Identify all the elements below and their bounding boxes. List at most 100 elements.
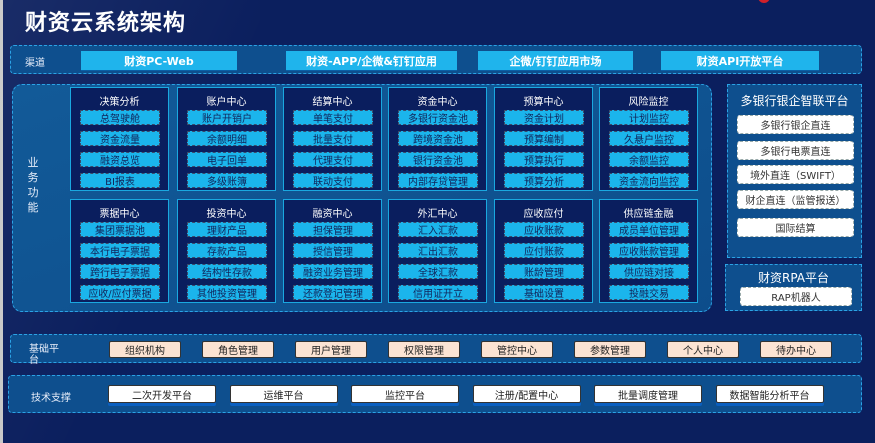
module-item[interactable]: 应收账款管理 <box>609 243 689 258</box>
tech-support-item[interactable]: 二次开发平台 <box>108 385 216 403</box>
base-platform-item[interactable]: 待办中心 <box>760 341 832 358</box>
module-title: 结算中心 <box>312 97 353 108</box>
module-title: 预算中心 <box>523 97 564 108</box>
channel-pc-web[interactable]: 财资PC-Web <box>81 51 237 70</box>
module-item[interactable]: 资金计划 <box>504 110 584 125</box>
module-card: 账户中心账户开销户余额明细电子回单多级账簿 <box>177 87 276 191</box>
module-card: 风险监控计划监控久悬户监控余额监控资金流向监控 <box>599 87 698 191</box>
module-item[interactable]: 汇入汇款 <box>398 222 478 237</box>
module-item[interactable]: 联动支付 <box>293 173 373 188</box>
module-item[interactable]: 本行电子票据 <box>80 243 160 258</box>
module-item[interactable]: 应收账款 <box>504 222 584 237</box>
module-card: 决策分析总驾驶舱资金流量融资总览 BI报表 <box>70 87 169 191</box>
bank-item[interactable]: 国际结算 <box>737 218 854 237</box>
business-label: 业务功能 <box>27 156 39 214</box>
base-platform-item[interactable]: 角色管理 <box>202 341 274 358</box>
module-card: 应收应付应收账款应付账款账龄管理基础设置 <box>494 199 593 303</box>
module-title: 外汇中心 <box>417 209 458 220</box>
module-title: 风险监控 <box>628 97 669 108</box>
module-item[interactable]: 存款产品 <box>187 243 267 258</box>
module-item[interactable]: 信用证开立 <box>398 285 478 300</box>
module-card: 结算中心单笔支付批量支付代理支付联动支付 <box>283 87 382 191</box>
bank-item[interactable]: 境外直连（SWIFT） <box>737 165 854 184</box>
base-platform-band: 基础平台 组织机构 角色管理 用户管理 权限管理 管控中心 参数管理 个人中心 待办中心 <box>10 334 862 366</box>
base-platform-item[interactable]: 组织机构 <box>109 341 181 358</box>
module-item[interactable]: 银行资金池 <box>398 152 478 167</box>
base-platform-label: 基础平台 <box>29 344 59 366</box>
module-item[interactable]: 单笔支付 <box>293 110 373 125</box>
module-item[interactable]: 供应链对接 <box>609 264 689 279</box>
channel-label: 渠道 <box>25 58 45 69</box>
module-item[interactable]: 预算分析 <box>504 173 584 188</box>
channel-api[interactable]: 财资API开放平台 <box>661 51 819 70</box>
window-edge <box>0 0 3 443</box>
module-item[interactable]: 融资总览 <box>80 152 160 167</box>
module-item[interactable]: 资金流向监控 <box>609 173 689 188</box>
module-item[interactable]: 结构性存款 <box>187 264 267 279</box>
module-card: 票据中心集团票据池本行电子票据 跨行电子票据 应收/应付票据 <box>70 199 169 303</box>
module-item[interactable]: 还款登记管理 <box>293 285 373 300</box>
module-item[interactable]: 应收/应付票据 <box>80 285 160 300</box>
base-platform-item[interactable]: 个人中心 <box>667 341 739 358</box>
channel-app[interactable]: 财资-APP/企微&钉钉应用 <box>286 51 457 70</box>
module-item[interactable]: 总驾驶舱 <box>80 110 160 125</box>
bank-item[interactable]: 财企直连（监管报送） <box>737 190 854 209</box>
module-card: 投资中心 理财产品 存款产品 结构性存款 其他投资管理 <box>177 199 276 303</box>
module-item[interactable]: 计划监控 <box>609 110 689 125</box>
module-card: 融资中心担保管理授信管理融资业务管理 还款登记管理 <box>283 199 382 303</box>
tech-support-label: 技术支撑 <box>31 393 71 404</box>
module-item[interactable]: 成员单位管理 <box>609 222 689 237</box>
page-title: 财资云系统架构 <box>25 11 187 36</box>
module-title: 账户中心 <box>206 97 247 108</box>
module-item[interactable]: 余额明细 <box>187 131 267 146</box>
module-item[interactable]: 批量支付 <box>293 131 373 146</box>
module-item[interactable]: 应付账款 <box>504 243 584 258</box>
module-item[interactable]: 内部存贷管理 <box>398 173 478 188</box>
module-item[interactable]: 跨行电子票据 <box>80 264 160 279</box>
module-title: 资金中心 <box>417 97 458 108</box>
bank-item[interactable]: 多银行电票直连 <box>737 141 854 160</box>
module-item[interactable]: 担保管理 <box>293 222 373 237</box>
module-item[interactable]: 预算执行 <box>504 152 584 167</box>
module-item[interactable]: 预算编制 <box>504 131 584 146</box>
brand-logo <box>758 0 770 3</box>
module-item[interactable]: 集团票据池 <box>80 222 160 237</box>
module-item[interactable]: 代理支付 <box>293 152 373 167</box>
module-item[interactable]: 跨境资金池 <box>398 131 478 146</box>
tech-support-item[interactable]: 监控平台 <box>351 385 459 403</box>
module-title: 决策分析 <box>99 97 140 108</box>
tech-support-item[interactable]: 批量调度管理 <box>594 385 702 403</box>
module-item[interactable]: 全球汇款 <box>398 264 478 279</box>
module-item[interactable]: BI报表 <box>80 173 160 188</box>
module-title: 融资中心 <box>312 209 353 220</box>
tech-support-item[interactable]: 注册/配置中心 <box>472 385 581 403</box>
module-title: 票据中心 <box>99 209 140 220</box>
module-item[interactable]: 基础设置 <box>504 285 584 300</box>
module-item[interactable]: 理财产品 <box>187 222 267 237</box>
module-item[interactable]: 授信管理 <box>293 243 373 258</box>
module-item[interactable]: 久悬户监控 <box>609 131 689 146</box>
module-title: 应收应付 <box>523 209 564 220</box>
base-platform-item[interactable]: 参数管理 <box>574 341 646 358</box>
module-item[interactable]: 投融交易 <box>609 285 689 300</box>
module-item[interactable]: 资金流量 <box>80 131 160 146</box>
module-item[interactable]: 余额监控 <box>609 152 689 167</box>
bank-item[interactable]: 多银行银企直连 <box>737 115 854 134</box>
tech-support-band: 技术支撑 二次开发平台 运维平台 监控平台 注册/配置中心 批量调度管理 数据智能分析平台 <box>8 375 862 413</box>
rpa-robot[interactable]: RAP机器人 <box>740 287 852 306</box>
module-item[interactable]: 电子回单 <box>187 152 267 167</box>
module-item[interactable]: 多银行资金池 <box>398 110 478 125</box>
module-item[interactable]: 汇出汇款 <box>398 243 478 258</box>
module-item[interactable]: 账龄管理 <box>504 264 584 279</box>
tech-support-item[interactable]: 数据智能分析平台 <box>715 385 824 403</box>
base-platform-item[interactable]: 管控中心 <box>481 341 553 358</box>
module-item[interactable]: 多级账簿 <box>187 173 267 188</box>
base-platform-item[interactable]: 权限管理 <box>388 341 460 358</box>
channel-market[interactable]: 企微/钉钉应用市场 <box>478 51 633 70</box>
module-item[interactable]: 融资业务管理 <box>293 264 373 279</box>
module-item[interactable]: 账户开销户 <box>187 110 267 125</box>
tech-support-item[interactable]: 运维平台 <box>229 385 338 403</box>
module-item[interactable]: 其他投资管理 <box>187 285 267 300</box>
base-platform-item[interactable]: 用户管理 <box>295 341 367 358</box>
channel-band: 渠道 财资PC-Web 财资-APP/企微&钉钉应用 企微/钉钉应用市场 财资A… <box>10 45 862 74</box>
